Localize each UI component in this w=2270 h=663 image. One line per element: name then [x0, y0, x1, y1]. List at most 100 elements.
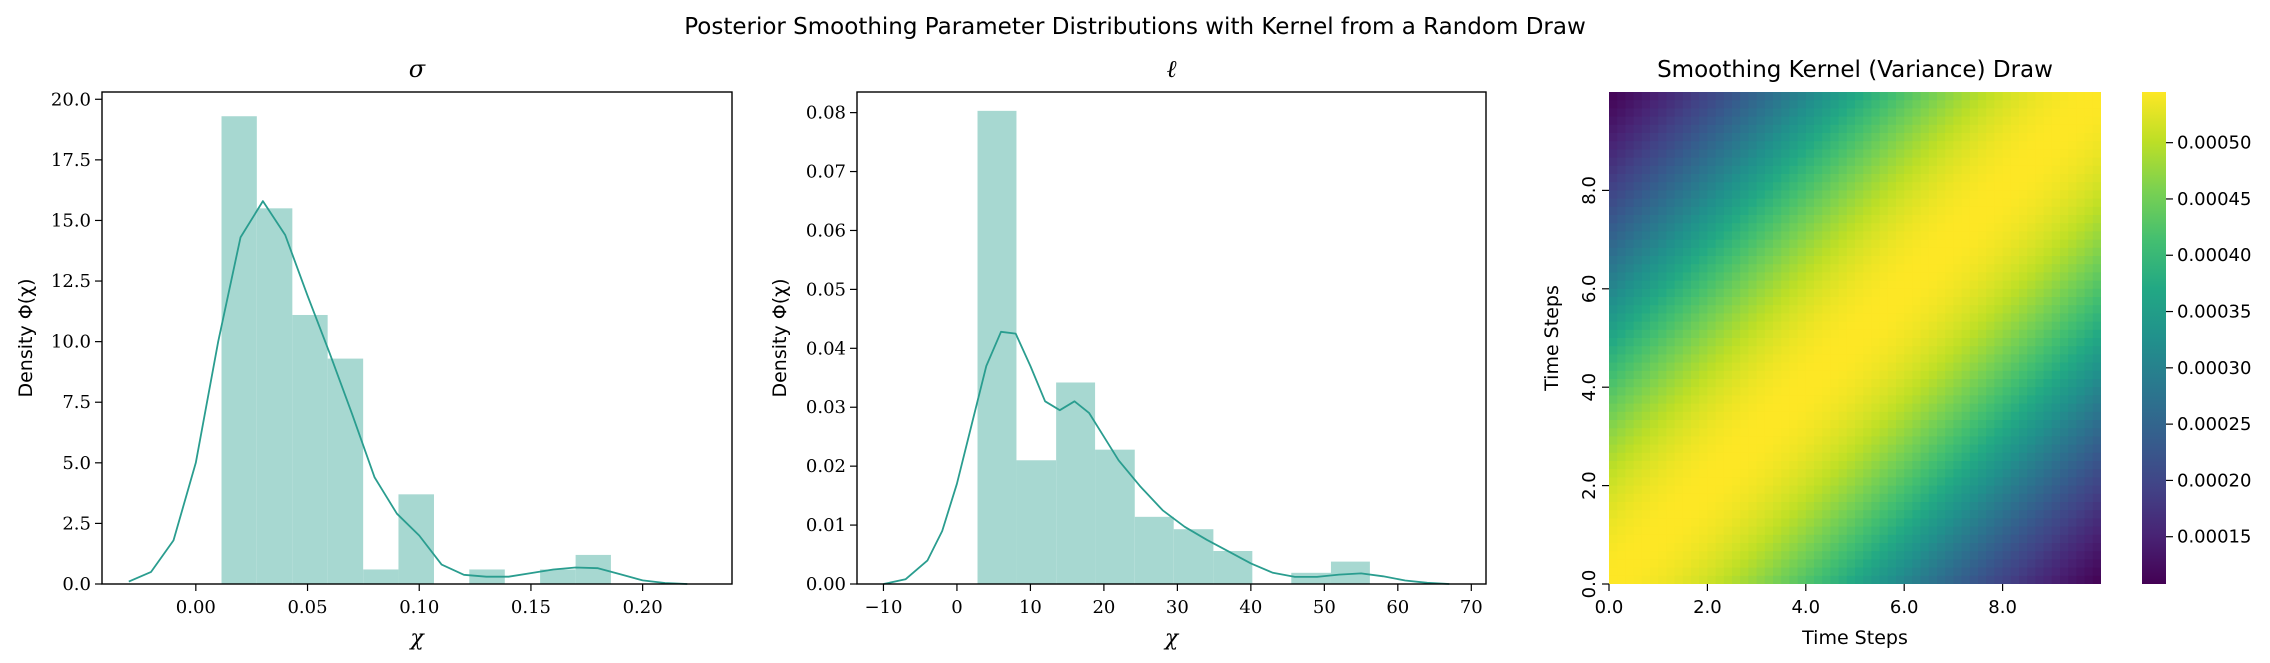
heatmap-cell [2076, 157, 2086, 167]
heatmap-cell [1732, 141, 1741, 150]
heatmap-cell [2051, 174, 2061, 183]
heatmap-cell [1789, 288, 1799, 298]
heatmap-cell [1961, 469, 1971, 478]
heatmap-cell [1707, 165, 1717, 175]
heatmap-cell [1682, 313, 1692, 323]
heatmap-cell [1871, 526, 1881, 536]
heatmap-cell [2084, 272, 2094, 282]
heatmap-cell [1945, 280, 1954, 290]
heatmap-cell [1896, 485, 1905, 495]
heatmap-cell [2076, 182, 2086, 191]
heatmap-cell [1650, 346, 1659, 355]
heatmap-cell [1699, 362, 1708, 372]
heatmap-cell [1969, 559, 1979, 569]
heatmap-cell [1658, 534, 1667, 544]
heatmap-cell [1773, 485, 1782, 495]
heatmap-cell [1699, 182, 1708, 191]
heatmap-cell [1969, 338, 1979, 347]
heatmap-cell [1969, 420, 1979, 429]
heatmap-cell [1912, 452, 1922, 462]
heatmap-cell [2051, 100, 2061, 109]
heatmap-cell [1650, 452, 1659, 462]
heatmap-cell [1969, 510, 1979, 519]
heatmap-cell [1658, 559, 1667, 569]
heatmap-cell [1633, 313, 1643, 323]
heatmap-cell [1641, 510, 1651, 519]
heatmap-cell [1928, 133, 1938, 142]
heatmap-cell [1969, 534, 1979, 544]
heatmap-cell [1961, 116, 1971, 126]
heatmap-cell [2068, 444, 2077, 454]
heatmap-cell [2084, 534, 2094, 544]
heatmap-cell [2035, 141, 2045, 150]
heatmap-cell [1871, 141, 1881, 150]
heatmap-cell [2092, 370, 2101, 380]
heatmap-cell [1666, 420, 1676, 429]
heatmap-cell [1691, 215, 1700, 224]
heatmap-cell [1920, 247, 1930, 257]
heatmap-cell [1978, 428, 1987, 437]
heatmap-cell [2068, 124, 2077, 134]
heatmap-cell [1920, 157, 1930, 167]
heatmap-cell [1764, 493, 1774, 503]
heatmap-cell [1805, 239, 1815, 249]
heatmap-cell [2010, 124, 2020, 134]
heatmap-cell [1920, 198, 1930, 208]
heatmap-cell [1855, 329, 1864, 339]
heatmap-cell [1846, 379, 1856, 388]
heatmap-cell [2019, 379, 2028, 388]
heatmap-cell [2019, 346, 2028, 355]
heatmap-cell [2002, 543, 2012, 552]
heatmap-cell [1691, 346, 1700, 355]
heatmap-cell [1650, 543, 1659, 552]
heatmap-cell [1740, 149, 1749, 159]
heatmap-cell [2060, 469, 2069, 478]
heatmap-cell [1650, 526, 1659, 536]
heatmap-cell [1650, 461, 1659, 470]
heatmap-cell [1887, 444, 1897, 454]
heatmap-cell [1682, 567, 1692, 577]
heatmap-cell [1666, 411, 1676, 421]
heatmap-cell [2060, 526, 2069, 536]
heatmap-cell [2076, 518, 2086, 528]
heatmap-cell [1748, 305, 1758, 314]
heatmap-cell [1756, 256, 1766, 265]
heatmap-cell [1986, 313, 1995, 323]
heatmap-cell [1838, 354, 1848, 364]
colorbar-tick-label: 0.00035 [2177, 302, 2251, 323]
heatmap-cell [1969, 485, 1979, 495]
heatmap-cell [1773, 305, 1782, 314]
heatmap-cell [1953, 264, 1963, 273]
heatmap-cell [2019, 297, 2028, 306]
heatmap-cell [1723, 354, 1733, 364]
heatmap-cell [1912, 256, 1922, 265]
heatmap-cell [2010, 510, 2020, 519]
heatmap-cell [1814, 379, 1823, 388]
heatmap-cell [1699, 485, 1708, 495]
heatmap-cell [2002, 206, 2012, 216]
heatmap-cell [1928, 92, 1938, 101]
heatmap-cell [1650, 174, 1659, 183]
heatmap-cell [1855, 403, 1864, 413]
heatmap-cell [1699, 272, 1708, 282]
heatmap-cell [1650, 411, 1659, 421]
heatmap-cell [1928, 239, 1938, 249]
heatmap-cell [1978, 444, 1987, 454]
heatmap-cell [1846, 182, 1856, 191]
heatmap-cell [1887, 116, 1897, 126]
heatmap-cell [1658, 272, 1667, 282]
heatmap-cell [1781, 116, 1790, 126]
heatmap-cell [1830, 493, 1840, 503]
heatmap-cell [1674, 272, 1684, 282]
heatmap-cell [1666, 239, 1676, 249]
heatmap-cell [1887, 477, 1897, 487]
heatmap-cell [2010, 133, 2020, 142]
heatmap-cell [1855, 157, 1864, 167]
heatmap-cell [1912, 370, 1922, 380]
sigma-ytick-label: 20.0 [51, 89, 91, 110]
heatmap-cell [1814, 157, 1823, 167]
heatmap-cell [1707, 534, 1717, 544]
heatmap-cell [1805, 223, 1815, 232]
heatmap-cell [1920, 485, 1930, 495]
heatmap-cell [1617, 231, 1626, 241]
